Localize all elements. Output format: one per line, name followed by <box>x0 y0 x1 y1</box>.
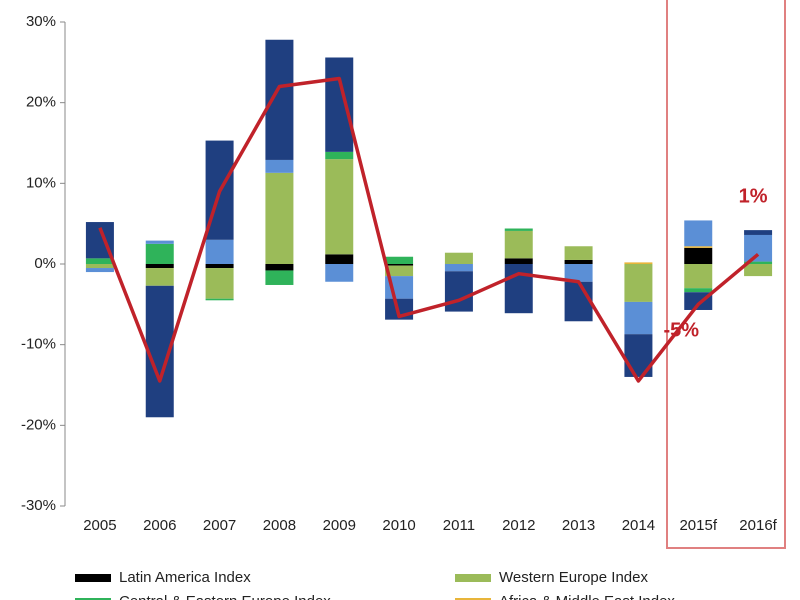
bar-segment <box>504 264 533 314</box>
bar-segment <box>325 57 354 152</box>
bar-segment <box>684 264 713 289</box>
bar-segment <box>624 262 653 264</box>
legend-swatch <box>75 574 111 582</box>
y-tick-label: 10% <box>26 174 56 191</box>
trend-line <box>98 76 760 383</box>
bar-segment <box>744 261 773 264</box>
bar-segment <box>85 258 114 264</box>
bar-segment <box>265 172 294 264</box>
annotation: -5% <box>663 320 699 342</box>
bar-segment <box>85 268 114 273</box>
bar-segment <box>325 151 354 160</box>
bar-segment <box>564 246 593 260</box>
bar-segment <box>205 264 234 269</box>
bar-segment <box>385 265 414 277</box>
x-tick-label: 2008 <box>263 517 296 534</box>
legend-label: Latin America Index <box>119 569 251 586</box>
bar-segment <box>684 246 713 248</box>
bar-segment <box>265 264 294 271</box>
y-tick-label: 30% <box>26 13 56 30</box>
bar-segment <box>744 230 773 235</box>
legend-swatch <box>75 598 111 600</box>
bar-segment <box>265 270 294 285</box>
bar-segment <box>684 220 713 247</box>
x-tick-label: 2012 <box>502 517 535 534</box>
bar-segment <box>385 256 414 264</box>
bar-segment <box>744 264 773 277</box>
bar-segment <box>444 264 473 272</box>
bar-segment <box>684 288 713 293</box>
bar-segment <box>624 264 653 302</box>
x-tick-label: 2006 <box>143 517 176 534</box>
bar-segment <box>325 159 354 255</box>
x-tick-label: 2009 <box>323 517 356 534</box>
bar-segment <box>564 264 593 282</box>
bar-segment <box>564 259 593 264</box>
forecast-highlight <box>666 0 786 549</box>
x-tick-label: 2007 <box>203 517 236 534</box>
x-tick-label: 2005 <box>83 517 116 534</box>
bar-segment <box>145 243 174 264</box>
x-tick-label: 2013 <box>562 517 595 534</box>
bar-segment <box>325 254 354 264</box>
y-tick-label: 20% <box>26 94 56 111</box>
bar-segment <box>205 239 234 264</box>
y-tick-label: -30% <box>21 497 56 514</box>
legend-swatch <box>455 598 491 600</box>
bar-segment <box>744 234 773 262</box>
bar-segment <box>205 298 234 301</box>
bar-segment <box>325 264 354 282</box>
legend-label: Western Europe Index <box>499 569 648 586</box>
x-tick-label: 2015f <box>679 517 717 534</box>
bar-segment <box>385 264 414 266</box>
bar-segment <box>684 247 713 264</box>
bar-segment <box>145 240 174 244</box>
y-tick-label: -10% <box>21 336 56 353</box>
bar-segment <box>504 228 533 231</box>
bar-segment <box>564 281 593 322</box>
bar-segment <box>85 264 114 269</box>
y-tick-label: -20% <box>21 416 56 433</box>
bar-segment <box>145 264 174 269</box>
bar-segment <box>444 252 473 264</box>
bar-segment <box>624 301 653 335</box>
x-tick-label: 2011 <box>443 517 475 534</box>
bar-segment <box>205 268 234 299</box>
x-tick-label: 2014 <box>622 517 655 534</box>
bar-segment <box>504 258 533 264</box>
bar-segment <box>265 159 294 173</box>
annotation: 1% <box>739 186 768 208</box>
bar-segment <box>145 268 174 286</box>
bar-segment <box>444 271 473 312</box>
legend-label: Africa & Middle East Index <box>499 593 675 600</box>
legend-label: Central & Eastern Europe Index <box>119 593 331 600</box>
y-tick-label: 0% <box>34 255 56 272</box>
legend-swatch <box>455 574 491 582</box>
bar-segment <box>265 39 294 160</box>
x-tick-label: 2016f <box>739 517 777 534</box>
x-tick-label: 2010 <box>382 517 415 534</box>
bar-segment <box>504 230 533 259</box>
